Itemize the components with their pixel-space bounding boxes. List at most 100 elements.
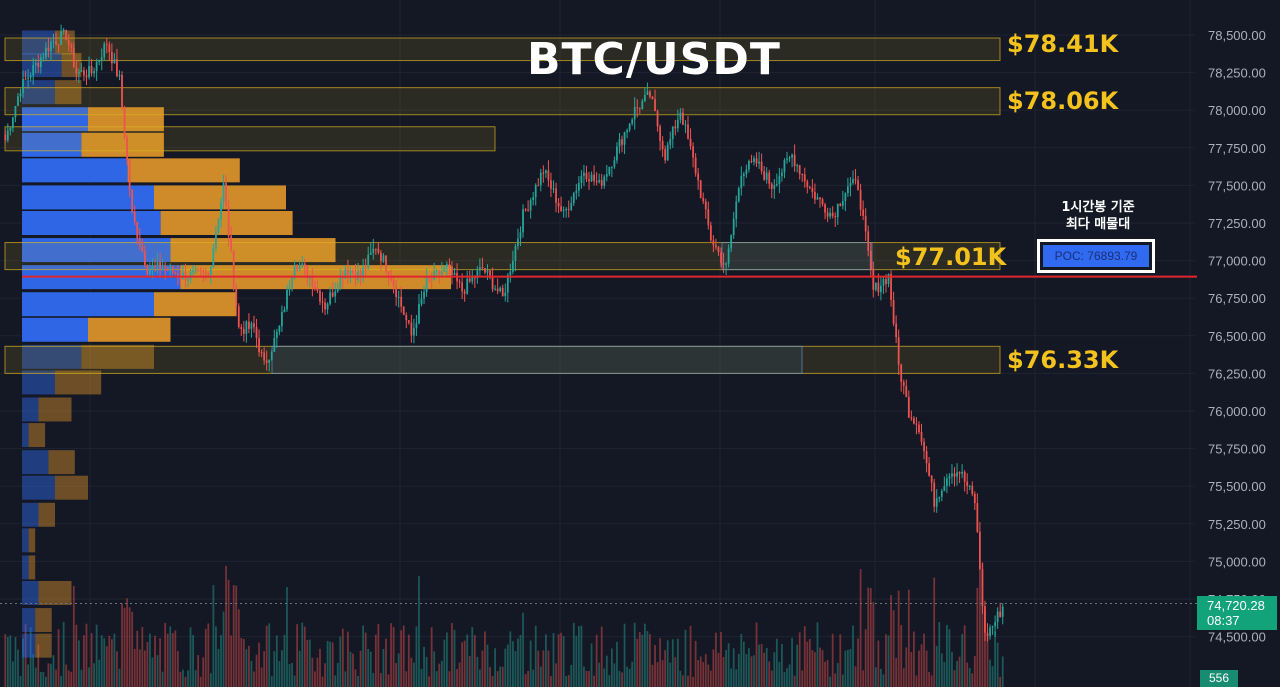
candle-body xyxy=(616,146,618,161)
candle-body xyxy=(209,267,212,275)
volume-bar xyxy=(438,663,441,687)
candle-body xyxy=(953,473,956,477)
volume-bars xyxy=(4,562,1004,687)
candle-body xyxy=(661,140,664,150)
volume-bar xyxy=(963,625,966,687)
volume-bar xyxy=(859,569,862,687)
candle-body xyxy=(588,179,590,182)
candle-body xyxy=(217,219,220,233)
volume-bar xyxy=(783,672,786,687)
volume-bar xyxy=(791,637,793,687)
volume-bar xyxy=(656,662,659,687)
candle-body xyxy=(857,180,859,190)
volume-bar xyxy=(110,639,113,687)
poc-label: POC: 76893.79 xyxy=(1043,245,1149,267)
volume-bar xyxy=(600,626,603,687)
volume-bar xyxy=(649,634,651,687)
volume-bar xyxy=(643,623,646,687)
candle-body xyxy=(847,186,849,194)
candle-body xyxy=(90,66,93,74)
candle-body xyxy=(359,270,362,277)
volume-bar xyxy=(669,662,672,687)
volume-bar xyxy=(930,675,933,687)
volume-bar xyxy=(62,622,65,687)
candle-body xyxy=(915,423,918,425)
volume-bar xyxy=(836,663,839,687)
candle-body xyxy=(727,248,730,264)
candle-body xyxy=(981,569,984,607)
volume-bar xyxy=(484,631,486,687)
volume-bar xyxy=(961,634,964,687)
volume-bar xyxy=(506,644,509,687)
volume-bar xyxy=(402,625,405,687)
candle-body xyxy=(37,62,40,68)
candle-body xyxy=(524,209,527,211)
volume-bar xyxy=(654,645,656,687)
candle-body xyxy=(476,270,479,279)
volume-bar xyxy=(311,657,314,687)
candle-body xyxy=(646,91,649,95)
candle-body xyxy=(374,248,377,250)
volume-bar xyxy=(489,667,491,687)
volume-bar xyxy=(786,668,788,687)
volume-bar xyxy=(829,676,832,687)
volume-bar xyxy=(75,624,78,687)
volume-bar xyxy=(128,607,131,687)
candle-body xyxy=(869,250,872,270)
volume-bar xyxy=(291,662,293,687)
volume-bar xyxy=(32,654,35,687)
volume-bar xyxy=(448,671,451,687)
volume-bar xyxy=(253,671,255,687)
volume-bar xyxy=(65,664,68,687)
candle-body xyxy=(143,251,146,265)
volume-bar xyxy=(222,611,225,687)
volume-bar xyxy=(428,676,431,687)
volume-bar xyxy=(608,674,611,687)
candle-body xyxy=(986,632,989,637)
volume-bar xyxy=(631,661,634,687)
candle-body xyxy=(70,45,73,48)
candle-body xyxy=(62,29,65,32)
volume-bar xyxy=(126,598,128,687)
profile-buy-bar xyxy=(22,423,29,448)
candle-body xyxy=(311,275,314,287)
volume-bar xyxy=(979,566,981,687)
profile-sell-bar xyxy=(48,450,75,475)
volume-bar xyxy=(268,623,271,687)
candle-body xyxy=(161,268,164,271)
volume-bar xyxy=(60,676,62,687)
volume-bar xyxy=(943,662,946,687)
candle-body xyxy=(88,66,90,78)
candle-body xyxy=(265,360,268,363)
candle-body xyxy=(567,208,570,210)
volume-bar xyxy=(509,631,512,687)
volume-bar xyxy=(682,675,684,687)
candle-body xyxy=(316,288,319,291)
volume-bar xyxy=(775,638,778,687)
candle-body xyxy=(263,352,266,361)
candle-body xyxy=(770,183,773,189)
volume-bar xyxy=(420,668,423,687)
volume-bar xyxy=(382,648,385,687)
candle-body xyxy=(169,266,172,271)
candle-body xyxy=(344,269,347,279)
candle-body xyxy=(397,296,400,298)
profile-sell-bar xyxy=(35,633,52,658)
volume-bar xyxy=(443,639,446,687)
price-axis[interactable]: 74,500.0074,750.0075,000.0075,250.0075,5… xyxy=(1208,28,1266,645)
volume-bar xyxy=(702,662,705,687)
profile-buy-bar xyxy=(22,370,55,395)
price-tick-label: 78,000.00 xyxy=(1208,103,1266,118)
candle-body xyxy=(902,381,905,386)
volume-bar xyxy=(446,632,448,687)
volume-bar xyxy=(326,640,329,687)
candle-body xyxy=(570,203,573,210)
volume-bar xyxy=(397,653,400,687)
candle-body xyxy=(192,270,194,273)
candle-body xyxy=(72,47,75,68)
candle-body xyxy=(281,311,283,327)
volume-bar xyxy=(220,635,222,687)
volume-bar xyxy=(50,663,52,687)
volume-bar xyxy=(676,638,679,687)
